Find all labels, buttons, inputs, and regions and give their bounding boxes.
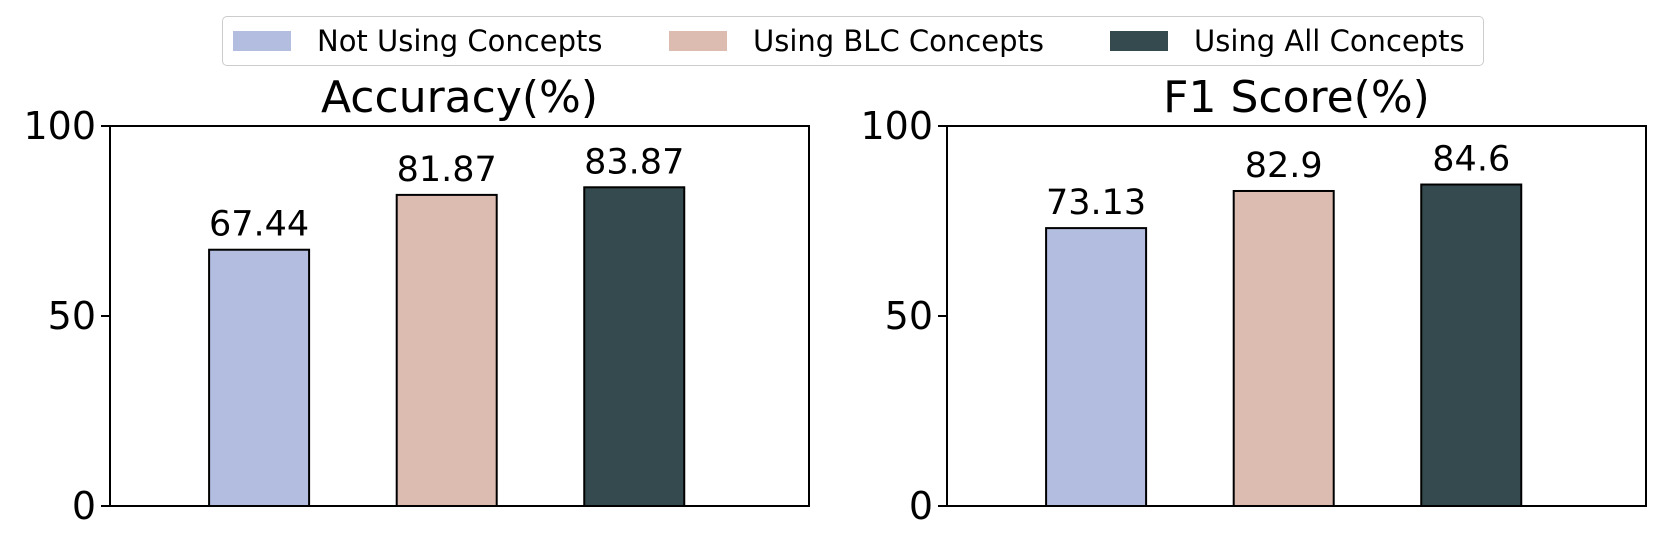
bar xyxy=(583,186,686,507)
bar xyxy=(208,248,311,507)
legend-item-using-blc: Using BLC Concepts xyxy=(669,17,1044,65)
legend-label-using-blc: Using BLC Concepts xyxy=(753,24,1044,58)
chart-title: Accuracy(%) xyxy=(321,72,598,123)
y-tick-label: 50 xyxy=(48,294,96,338)
data-label: 83.87 xyxy=(584,142,684,182)
y-tick-label: 100 xyxy=(860,104,933,148)
legend-label-using-all: Using All Concepts xyxy=(1194,24,1465,58)
data-label: 73.13 xyxy=(1046,183,1146,223)
legend-label-not-using: Not Using Concepts xyxy=(317,24,603,58)
bar xyxy=(395,193,498,507)
legend: Not Using Concepts Using BLC Concepts Us… xyxy=(222,16,1484,66)
y-tick-label: 0 xyxy=(909,484,933,528)
y-tick-label: 50 xyxy=(885,294,933,338)
legend-item-not-using: Not Using Concepts xyxy=(233,17,602,65)
legend-swatch-not-using xyxy=(233,31,291,51)
y-tick-label: 100 xyxy=(23,104,96,148)
legend-swatch-using-all xyxy=(1110,31,1168,51)
bar xyxy=(1045,227,1148,508)
data-label: 67.44 xyxy=(209,205,309,245)
data-label: 84.6 xyxy=(1432,140,1510,180)
data-label: 81.87 xyxy=(397,150,497,190)
bar xyxy=(1420,183,1523,508)
legend-swatch-using-blc xyxy=(669,31,727,51)
legend-item-using-all: Using All Concepts xyxy=(1110,17,1465,65)
data-label: 82.9 xyxy=(1245,146,1323,186)
y-tick-label: 0 xyxy=(72,484,96,528)
bar xyxy=(1232,189,1335,507)
chart-title: F1 Score(%) xyxy=(1163,72,1430,123)
